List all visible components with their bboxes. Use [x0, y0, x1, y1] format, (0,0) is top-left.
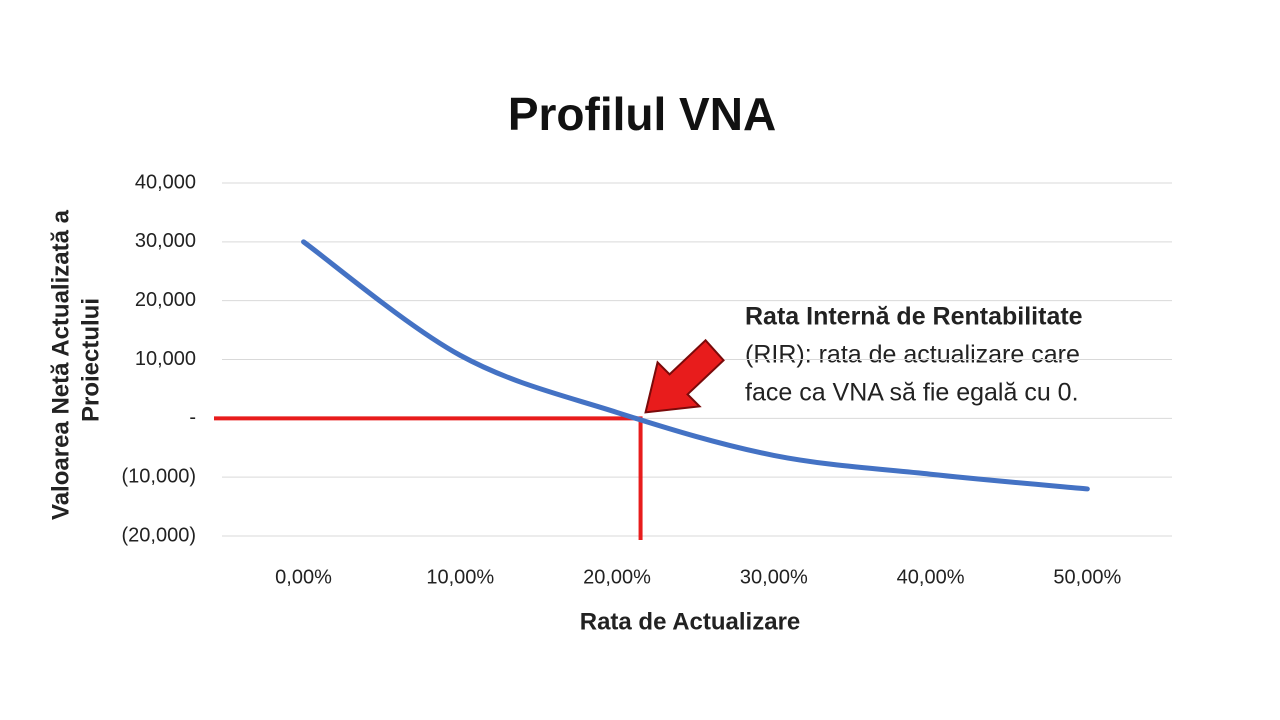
y-tick-label: (10,000) [122, 465, 197, 487]
arrow [644, 338, 725, 414]
y-axis-label: Valoarea Netă Actualizată a [47, 209, 74, 520]
x-tick-label: 10,00% [426, 566, 494, 588]
annotation-text: face ca VNA să fie egală cu 0. [745, 379, 1079, 407]
y-tick-label: 10,000 [135, 348, 196, 370]
annotation-title: Rata Internă de Rentabilitate [745, 303, 1083, 331]
x-tick-label: 20,00% [583, 566, 651, 588]
x-tick-label: 30,00% [740, 566, 808, 588]
y-tick-label: 40,000 [135, 171, 196, 193]
x-tick-label: 50,00% [1053, 566, 1121, 588]
irr-marker [214, 416, 643, 540]
data-line [301, 239, 1090, 492]
x-axis-label: Rata de Actualizare [580, 608, 801, 635]
x-tick-label: 0,00% [275, 566, 332, 588]
y-tick-label: (20,000) [122, 524, 197, 546]
y-tick-label: - [189, 407, 196, 429]
y-tick-label: 30,000 [135, 230, 196, 252]
chart-title: Profilul VNA [508, 88, 776, 140]
annotation-text: (RIR): rata de actualizare care [745, 341, 1080, 369]
y-tick-label: 20,000 [135, 289, 196, 311]
x-tick-label: 40,00% [897, 566, 965, 588]
y-axis-label: Proiectului [77, 298, 104, 422]
